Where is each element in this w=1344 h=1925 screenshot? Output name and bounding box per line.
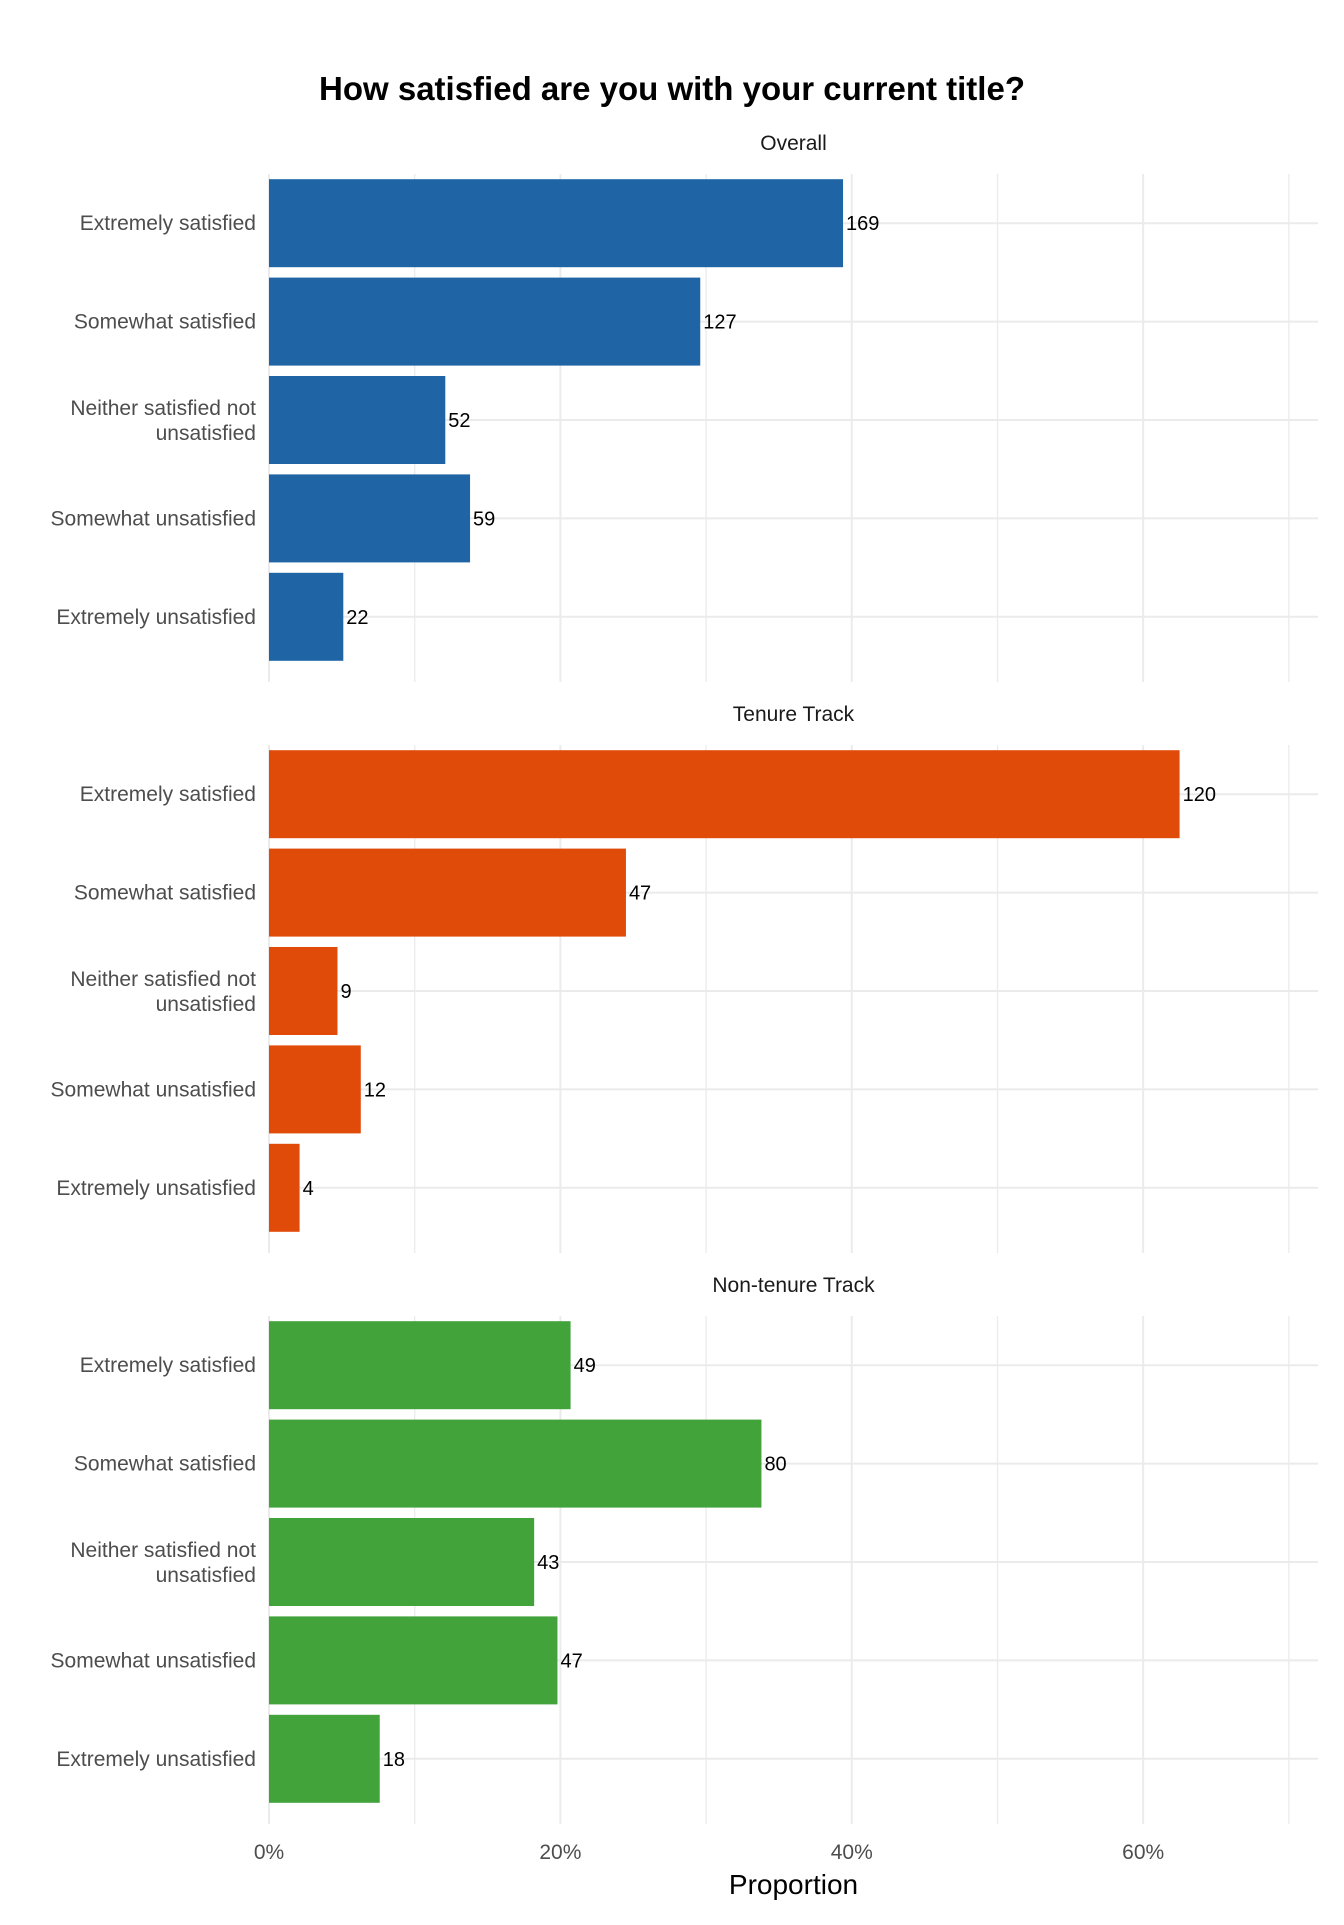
x-tick-label: 20% [539,1841,581,1864]
bar [269,1518,535,1606]
bar [269,376,446,464]
chart-title: How satisfied are you with your current … [319,70,1025,107]
x-tick-label: 0% [254,1841,284,1864]
category-tick-label: Somewhat unsatisfied [51,507,256,530]
bar [269,947,338,1035]
category-tick-label: Extremely satisfied [80,1354,256,1377]
bar [269,1321,571,1410]
bar [269,1616,558,1705]
category-tick-label: Neither satisfied not [70,397,256,420]
category-tick-label: unsatisfied [156,993,256,1016]
bar-count-label: 43 [537,1552,559,1574]
category-tick-label: Extremely unsatisfied [56,1748,256,1771]
bar-count-label: 47 [629,883,651,905]
bar [269,1714,380,1803]
bar-count-label: 59 [473,508,495,530]
category-tick-label: Extremely satisfied [80,212,256,235]
bar [269,474,471,563]
category-tick-label: unsatisfied [156,422,256,445]
bar-count-label: 169 [846,213,879,235]
category-tick-label: Somewhat satisfied [74,1453,256,1476]
category-tick-label: Extremely unsatisfied [56,606,256,629]
bar-count-label: 9 [340,981,351,1003]
bar [269,848,626,937]
category-tick-label: Somewhat unsatisfied [51,1078,256,1101]
category-tick-label: Extremely satisfied [80,783,256,806]
category-tick-label: Somewhat satisfied [74,882,256,905]
bar-count-label: 127 [703,312,736,334]
bar-count-label: 80 [764,1454,786,1476]
category-tick-label: Somewhat unsatisfied [51,1649,256,1672]
bar-count-label: 22 [346,607,368,629]
bar-count-label: 49 [574,1355,596,1377]
panel-strip-label: Overall [760,132,827,155]
x-axis-title: Proportion [729,1869,858,1900]
bar [269,750,1180,839]
bar-count-label: 52 [448,410,470,432]
panel-strip-label: Tenure Track [733,703,855,726]
category-tick-label: Extremely unsatisfied [56,1177,256,1200]
bar [269,179,844,268]
bar-count-label: 18 [383,1749,405,1771]
bar [269,572,344,661]
category-tick-label: Neither satisfied not [70,968,256,991]
x-tick-label: 40% [831,1841,873,1864]
x-tick-label: 60% [1122,1841,1164,1864]
bar-count-label: 12 [364,1079,386,1101]
bar [269,277,701,366]
bar-count-label: 120 [1183,784,1216,806]
category-tick-label: unsatisfied [156,1564,256,1587]
bar [269,1045,361,1134]
bar [269,1419,762,1508]
category-tick-label: Somewhat satisfied [74,311,256,334]
panel-strip-label: Non-tenure Track [712,1274,875,1297]
category-tick-label: Neither satisfied not [70,1539,256,1562]
bar-count-label: 47 [560,1650,582,1672]
bar-count-label: 4 [303,1178,314,1200]
bar [269,1143,300,1232]
